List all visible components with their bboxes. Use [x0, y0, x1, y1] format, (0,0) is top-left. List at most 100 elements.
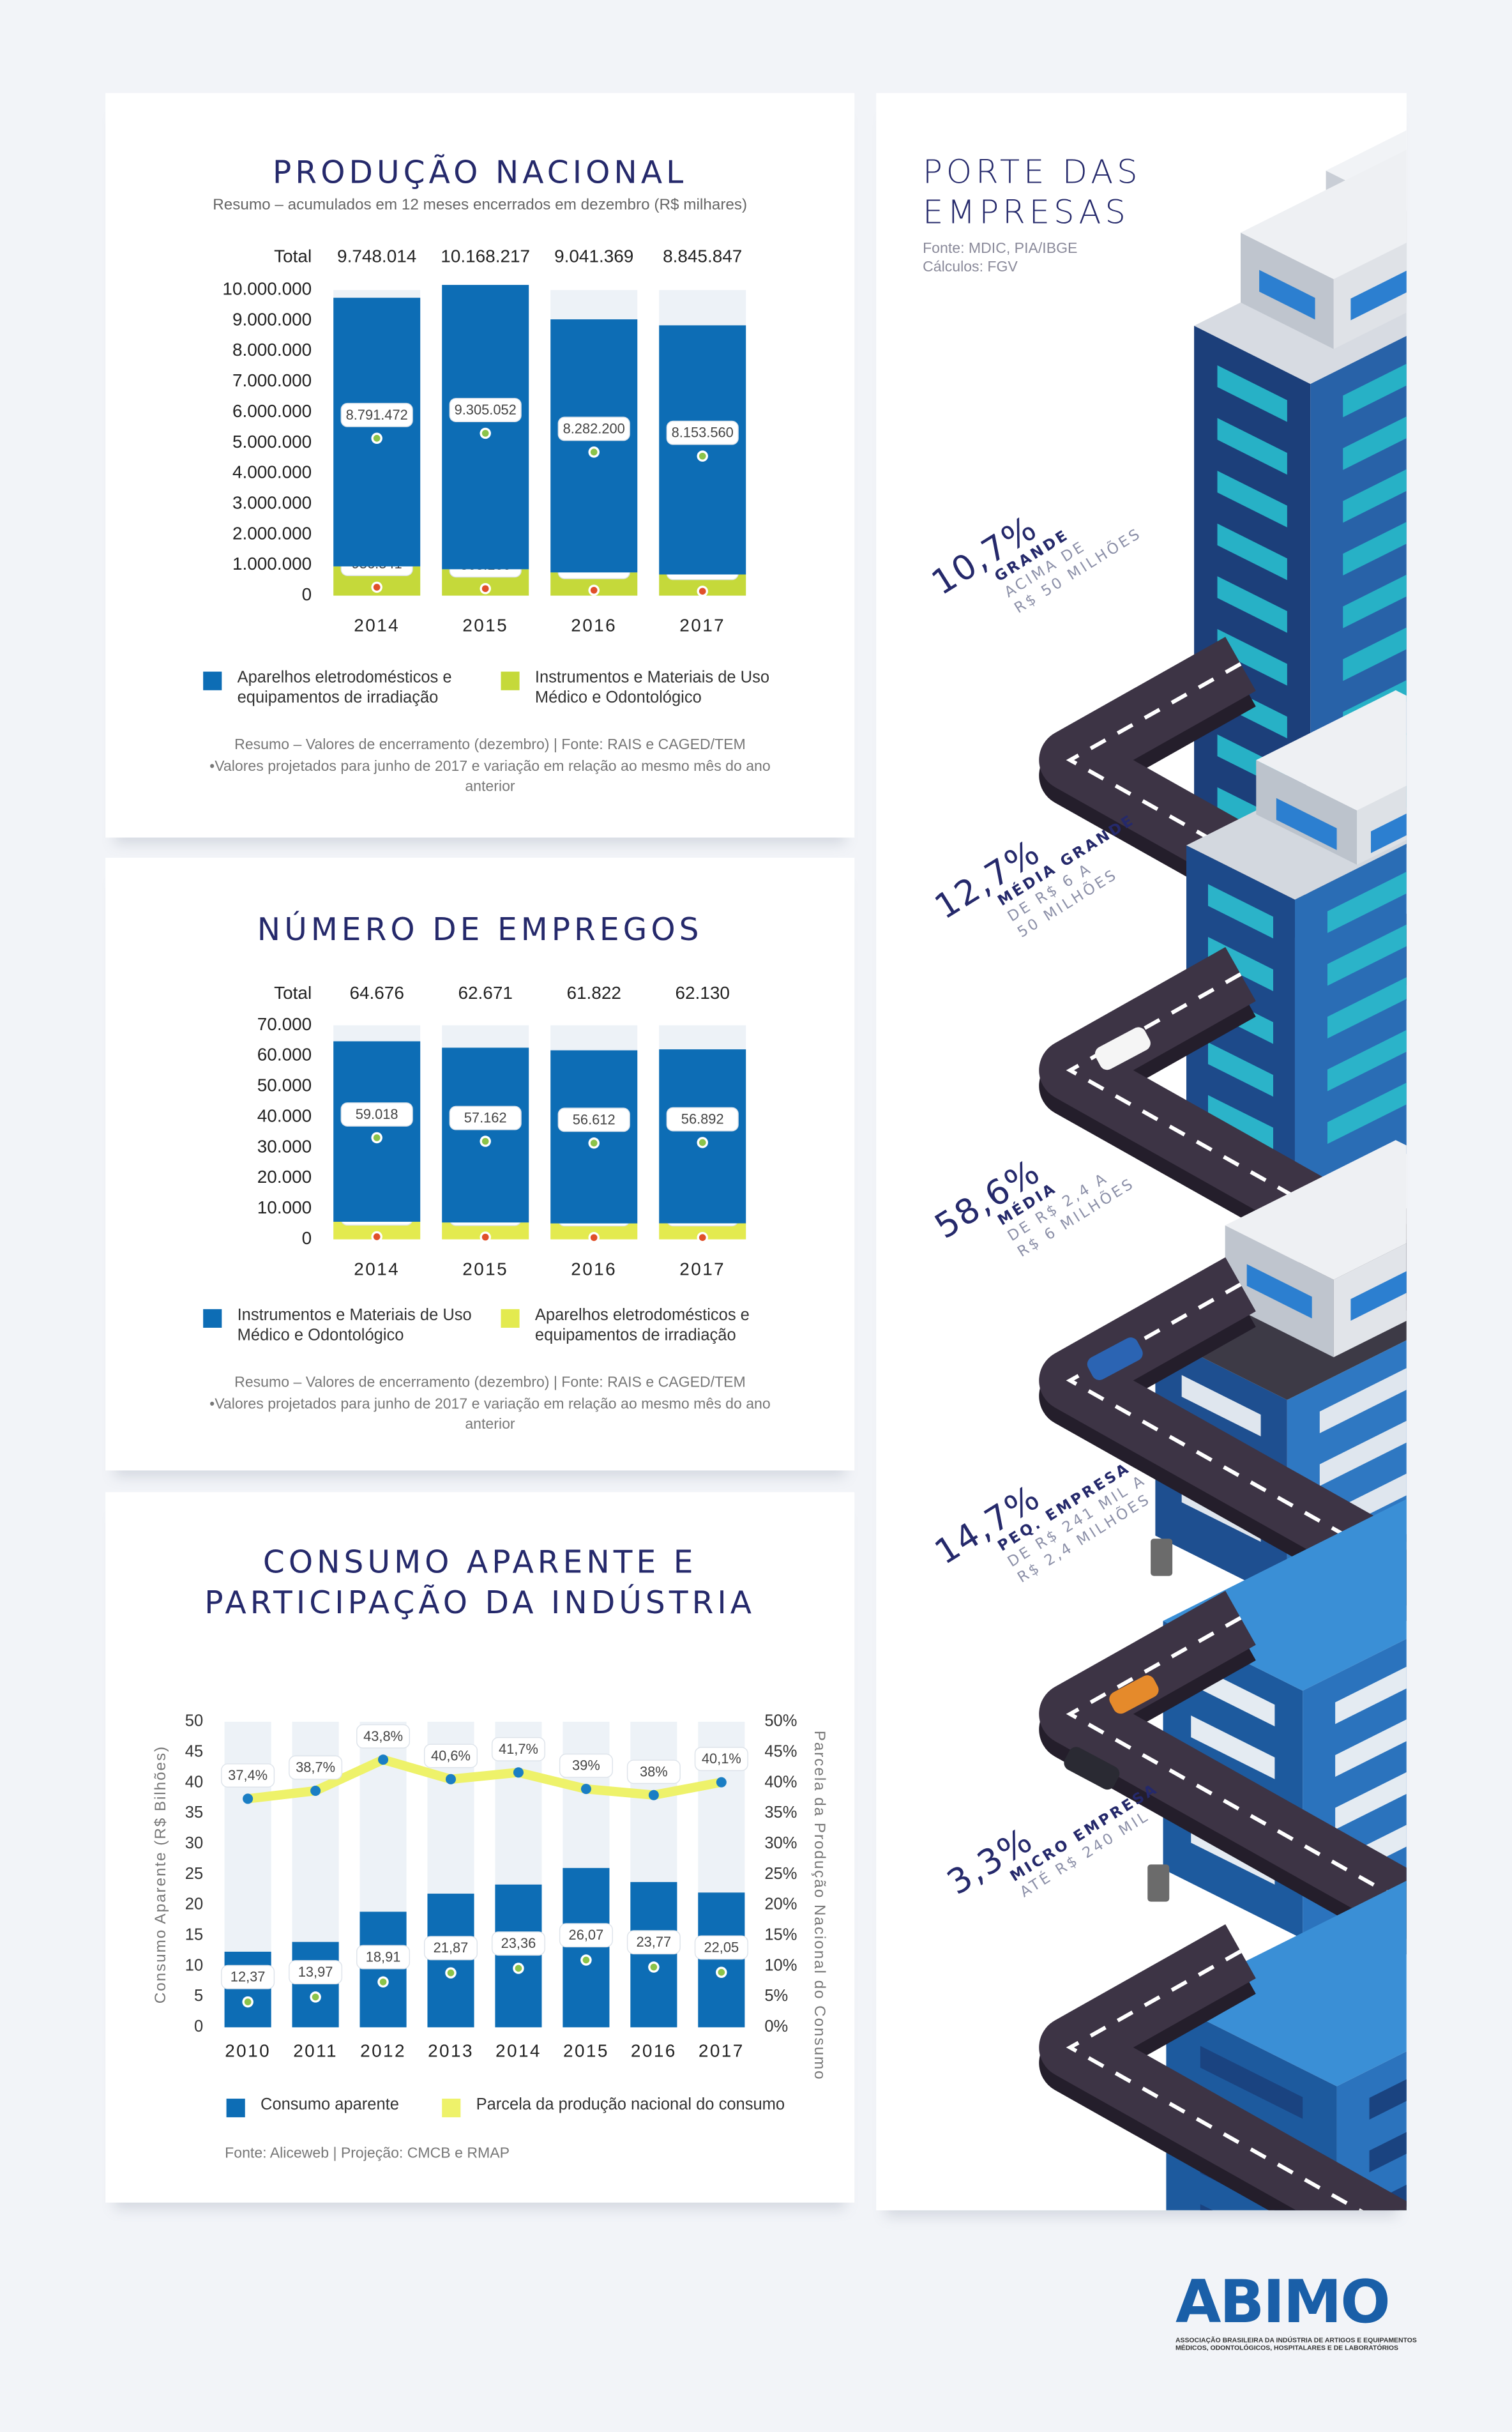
value-label-box — [449, 1106, 522, 1130]
window — [1343, 469, 1407, 523]
value-label-box — [557, 416, 630, 441]
bar — [224, 1951, 271, 2028]
value-label: 56.612 — [573, 1111, 616, 1127]
logo: ABIMO ASSOCIAÇÃO BRASILEIRA DA INDÚSTRIA… — [1175, 2268, 1417, 2352]
total-value: 10.168.217 — [441, 247, 530, 266]
marker-dot — [699, 452, 706, 460]
value-label-box — [340, 1102, 413, 1127]
bar-segment — [333, 1041, 421, 1222]
legend-swatch — [501, 1309, 520, 1328]
value-label-box — [491, 1737, 545, 1761]
value-label: 56.892 — [681, 1111, 724, 1127]
marker-dot — [481, 585, 489, 593]
traffic-light — [1151, 1539, 1173, 1576]
marker-dot — [590, 586, 598, 594]
y-tick-label: 70.000 — [257, 1014, 312, 1034]
x-tick-label: 2014 — [354, 1259, 400, 1279]
value-label: 39% — [572, 1758, 600, 1774]
window — [1217, 471, 1287, 528]
value-label: 18,91 — [366, 1949, 401, 1965]
porte-source-line: Cálculos: FGV — [923, 259, 1018, 277]
legend-label: Instrumentos e Materiais de Uso Médico e… — [534, 668, 770, 708]
marker-dot — [699, 1234, 706, 1242]
window — [1217, 418, 1287, 475]
value-label-box — [221, 1763, 275, 1788]
y2-tick-label: 30% — [764, 1834, 797, 1852]
value-label: 23,36 — [501, 1935, 536, 1951]
legend-label: Aparelhos eletrodomésticos e equipamento… — [534, 1305, 750, 1345]
line-point — [580, 1784, 591, 1795]
marker-dot — [582, 1956, 590, 1964]
y-tick-label: 20 — [185, 1896, 203, 1913]
y-tick-label: 10.000.000 — [222, 279, 312, 299]
marker-dot — [590, 448, 598, 456]
marker-dot — [373, 584, 381, 591]
footnote: •Valores projetados para junho de 2017 e… — [209, 758, 771, 796]
y2-tick-label: 20% — [764, 1896, 797, 1913]
footnote: Fonte: Aliceweb | Projeção: CMCB e RMAP — [225, 2145, 510, 2162]
chart-title: CONSUMO APARENTE E PARTICIPAÇÃO DA INDÚS… — [204, 1543, 756, 1622]
chart: 0 1.000.000 2.000.000 3.000.000 4.000.000 5.0… — [222, 247, 746, 635]
x-tick-label: 2015 — [462, 1259, 508, 1279]
building-roof — [1256, 690, 1407, 811]
x-tick-label: 2010 — [225, 2041, 271, 2061]
window — [1343, 627, 1407, 681]
y-tick-label: 7.000.000 — [232, 370, 312, 390]
window — [1327, 924, 1407, 986]
bar-segment — [550, 1050, 638, 1224]
porte-title-line: EMPRESAS — [923, 194, 1130, 231]
porte-title: PORTE DAS EMPRESAS — [923, 152, 1142, 232]
bar — [563, 1867, 610, 2028]
legend-swatch — [226, 2099, 245, 2118]
y-tick-label: 40.000 — [257, 1106, 312, 1125]
window — [1327, 1083, 1407, 1144]
value-label: 41,7% — [499, 1741, 538, 1757]
porte-source-line: Fonte: MDIC, PIA/IBGE — [923, 240, 1078, 258]
chart-card: 0 5 10 15 20 25 30 35 40 45 50 0% 5% 10% 15% 20% 25% 30% 3… — [105, 1492, 855, 2203]
marker-dot — [447, 1969, 455, 1977]
y-tick-label: 20.000 — [257, 1167, 312, 1187]
marker-dot — [481, 430, 489, 437]
bar — [292, 1942, 339, 2028]
bar-segment — [659, 1049, 746, 1224]
legend-swatch — [203, 671, 222, 690]
city-illustration — [1039, 130, 1407, 2210]
y2-tick-label: 15% — [764, 1926, 797, 1944]
window — [1369, 2132, 1407, 2173]
window — [1343, 522, 1407, 576]
line — [243, 1754, 727, 1804]
logo-tagline: ASSOCIAÇÃO BRASILEIRA DA INDÚSTRIA DE AR… — [1175, 2336, 1417, 2344]
y2-tick-label: 0% — [764, 2018, 788, 2035]
x-tick-label: 2014 — [354, 616, 400, 635]
marker-dot — [590, 1234, 598, 1242]
line-point — [445, 1774, 457, 1784]
legend-swatch — [442, 2099, 461, 2118]
y-tick-label: 15 — [185, 1926, 203, 1944]
x-tick-label: 2016 — [571, 1259, 617, 1279]
traffic-light — [1147, 1864, 1170, 1902]
window — [1343, 416, 1407, 470]
chart: 0 10.000 20.000 30.000 40.000 50.000 60.000 70.… — [257, 983, 746, 1279]
y-tick-label: 1.000.000 — [232, 554, 312, 574]
y2-tick-label: 10% — [764, 1956, 797, 1974]
line-point — [648, 1790, 659, 1800]
value-label: 40,6% — [431, 1747, 471, 1763]
x-tick-label: 2015 — [462, 616, 508, 635]
x-tick-label: 2017 — [679, 1259, 725, 1279]
value-label-box — [694, 1935, 748, 1960]
y-tick-label: 35 — [185, 1804, 203, 1821]
value-label: 8.791.472 — [346, 407, 408, 423]
y-tick-label: 60.000 — [257, 1045, 312, 1065]
y-tick-label: 30.000 — [257, 1136, 312, 1156]
window — [1246, 1264, 1312, 1319]
y2-tick-label: 25% — [764, 1865, 797, 1883]
total-value: 9.041.369 — [554, 247, 633, 266]
logo-tagline: MÉDICOS, ODONTOLÓGICOS, HOSPITALARES E D… — [1175, 2343, 1399, 2352]
y-tick-label: 8.000.000 — [232, 340, 312, 360]
chart-title: NÚMERO DE EMPREGOS — [257, 910, 703, 948]
chart-card: 0 1.000.000 2.000.000 3.000.000 4.000.000 5.0… — [105, 93, 855, 838]
window — [1350, 270, 1407, 321]
window — [1370, 813, 1407, 853]
footnote: Resumo – Valores de encerramento (dezemb… — [234, 1374, 746, 1392]
line-point — [310, 1785, 321, 1797]
